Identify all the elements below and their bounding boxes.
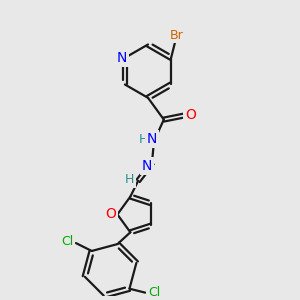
Text: N: N	[142, 159, 152, 173]
Text: Cl: Cl	[148, 286, 160, 299]
Text: O: O	[185, 108, 196, 122]
Text: H: H	[138, 133, 148, 146]
Text: N: N	[147, 132, 157, 146]
Text: H: H	[124, 173, 134, 186]
Text: N: N	[117, 51, 127, 65]
Text: Br: Br	[170, 28, 184, 42]
Text: Cl: Cl	[61, 235, 73, 248]
Text: O: O	[105, 207, 116, 221]
